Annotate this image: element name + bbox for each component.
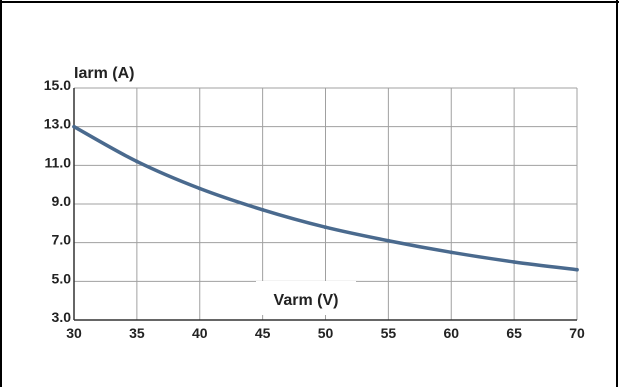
data-point — [72, 125, 76, 129]
y-tick-label: 15.0 — [44, 77, 71, 93]
y-tick-label: 13.0 — [44, 116, 71, 132]
data-point — [387, 239, 391, 243]
x-tick-label: 70 — [569, 325, 585, 341]
x-tick-label: 65 — [506, 325, 522, 341]
data-point — [449, 251, 453, 255]
data-point — [135, 160, 139, 164]
x-tick-label: 40 — [192, 325, 208, 341]
y-tick-label: 3.0 — [52, 309, 72, 325]
y-tick-label: 9.0 — [52, 193, 72, 209]
y-tick-label: 7.0 — [52, 232, 72, 248]
x-tick-label: 35 — [129, 325, 145, 341]
data-point — [198, 187, 202, 191]
x-tick-label: 55 — [381, 325, 397, 341]
y-tick-label: 5.0 — [52, 270, 72, 286]
data-point — [324, 225, 328, 229]
data-point — [261, 208, 265, 212]
x-tick-label: 60 — [443, 325, 459, 341]
x-axis-label: Varm (V) — [274, 292, 339, 309]
x-tick-label: 30 — [66, 325, 82, 341]
y-axis-label: Iarm (A) — [74, 65, 134, 82]
data-point — [512, 260, 516, 264]
data-point — [575, 268, 579, 272]
y-tick-label: 11.0 — [45, 154, 72, 170]
x-tick-label: 45 — [255, 325, 271, 341]
x-tick-label: 50 — [318, 325, 334, 341]
